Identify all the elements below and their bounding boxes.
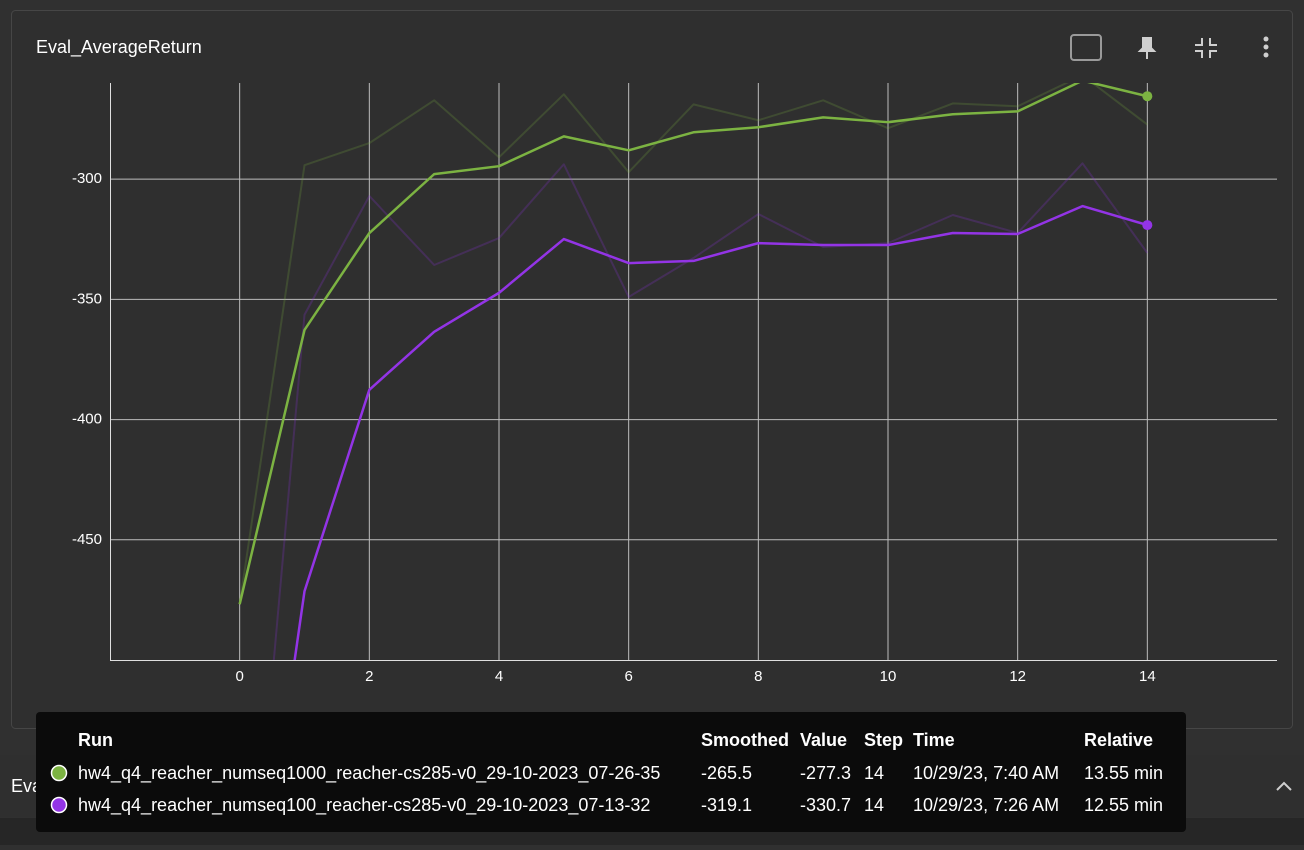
tooltip-header: Step	[864, 730, 903, 750]
tooltip-cell: -265.5	[701, 763, 752, 783]
x-tick-label: 4	[495, 668, 503, 685]
y-tick-label: -350	[72, 290, 102, 307]
tooltip-table: Run Smoothed Value Step Time Relative hw4_q4_r…	[50, 730, 1163, 816]
tooltip-cell: 14	[864, 795, 884, 815]
menu-button[interactable]	[1263, 36, 1269, 58]
card-title: Eval_AverageReturn	[36, 37, 202, 58]
x-tick-label: 6	[624, 668, 632, 685]
toolbar	[1070, 34, 1217, 61]
x-tick-label: 0	[235, 668, 243, 685]
tooltip-header: Value	[800, 730, 847, 750]
pin-button[interactable]	[1137, 37, 1157, 59]
tooltip-cell: -330.7	[800, 795, 851, 815]
legend-entry: hw4_q4_reacher_numseq1000_reacher-cs285-…	[78, 763, 660, 784]
tooltip-header: Relative	[1084, 730, 1153, 750]
end-dot	[1142, 91, 1153, 102]
tooltip-cell: -319.1	[701, 795, 752, 815]
smoothed-line	[293, 204, 1148, 660]
tooltip-cell: 10/29/23, 7:40 AM	[913, 763, 1059, 783]
x-tick-label: 8	[754, 668, 762, 685]
tooltip-header: Smoothed	[701, 730, 789, 750]
end-dot	[1142, 220, 1153, 231]
x-tick-label: 10	[880, 668, 897, 685]
y-tick-label: -400	[72, 411, 102, 428]
fit-button[interactable]	[1070, 34, 1102, 61]
smoothed-line	[238, 83, 1148, 605]
x-tick-label: 12	[1009, 668, 1026, 685]
card	[11, 10, 1293, 729]
plot-area	[238, 83, 1153, 660]
legend-swatch	[50, 764, 68, 782]
axes: -450 -400 -350 -300 0 2 4 6 8 10 12 14	[72, 83, 1277, 685]
legend-entry: hw4_q4_reacher_numseq100_reacher-cs285-v…	[78, 795, 650, 816]
tooltip-cell: 14	[864, 763, 884, 783]
legend-swatch	[50, 796, 68, 814]
raw-line	[238, 83, 1148, 605]
tooltip-cell: 12.55 min	[1084, 795, 1163, 815]
tooltip-cell: 10/29/23, 7:26 AM	[913, 795, 1059, 815]
tooltip-cell: -277.3	[800, 763, 851, 783]
tooltip-header: Time	[913, 730, 955, 750]
tooltip-cell: 13.55 min	[1084, 763, 1163, 783]
x-tick-label: 2	[365, 668, 373, 685]
x-tick-label: 14	[1139, 668, 1156, 685]
tooltip-header: Run	[78, 730, 113, 750]
y-tick-label: -300	[72, 170, 102, 187]
collapse-button[interactable]	[1195, 38, 1217, 58]
expand-button[interactable]	[1276, 781, 1292, 791]
tooltip	[36, 712, 1186, 832]
y-tick-label: -450	[72, 531, 102, 548]
raw-line	[272, 162, 1149, 660]
